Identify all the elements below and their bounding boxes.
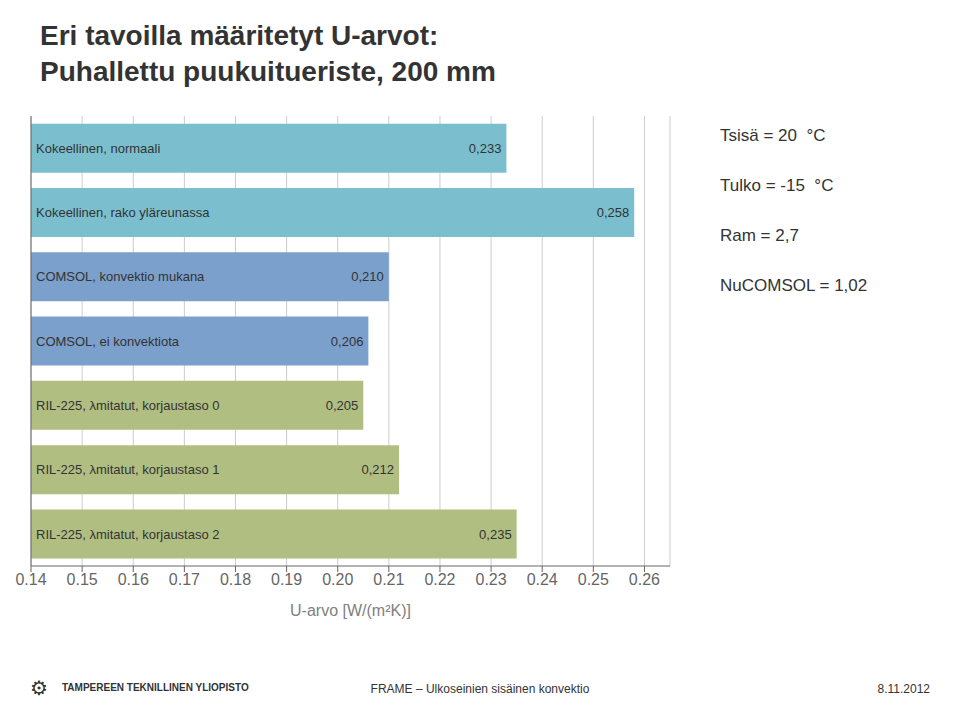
svg-text:Kokeellinen, rako yläreunassa: Kokeellinen, rako yläreunassa <box>36 205 210 220</box>
svg-text:COMSOL, ei konvektiota: COMSOL, ei konvektiota <box>36 334 180 349</box>
svg-text:Kokeellinen, normaali: Kokeellinen, normaali <box>36 141 160 156</box>
html-text:Eri tavoilla määritetyt U-arvo: Eri tavoilla määritetyt U-arvot: <box>40 20 439 51</box>
svg-text:0,206: 0,206 <box>331 334 364 349</box>
svg-text:0.25: 0.25 <box>578 571 609 588</box>
html-text:8.11.2012: 8.11.2012 <box>877 682 930 696</box>
svg-text:0.19: 0.19 <box>271 571 302 588</box>
svg-text:0,233: 0,233 <box>469 141 502 156</box>
svg-text:0,258: 0,258 <box>597 205 630 220</box>
svg-text:0.20: 0.20 <box>322 571 353 588</box>
svg-text:0.23: 0.23 <box>476 571 507 588</box>
svg-text:0,210: 0,210 <box>351 269 384 284</box>
svg-text:0.18: 0.18 <box>220 571 251 588</box>
html-text:Tulko = -15 °C: Tulko = -15 °C <box>720 176 834 195</box>
svg-text:0.26: 0.26 <box>629 571 660 588</box>
svg-text:RIL-225, λmitatut, korjaustaso: RIL-225, λmitatut, korjaustaso 2 <box>36 527 220 542</box>
svg-text:0,235: 0,235 <box>479 527 512 542</box>
svg-text:COMSOL, konvektio mukana: COMSOL, konvektio mukana <box>36 269 205 284</box>
svg-text:0.15: 0.15 <box>67 571 98 588</box>
html-text:TAMPEREEN TEKNILLINEN YLIOPIST: TAMPEREEN TEKNILLINEN YLIOPISTO <box>62 682 249 693</box>
svg-text:0.21: 0.21 <box>373 571 404 588</box>
svg-text:U-arvo [W/(m²K)]: U-arvo [W/(m²K)] <box>290 602 411 619</box>
svg-text:0.17: 0.17 <box>169 571 200 588</box>
svg-text:0.14: 0.14 <box>15 571 46 588</box>
html-text:Puhallettu puukuitueriste, 200: Puhallettu puukuitueriste, 200 mm <box>40 56 496 87</box>
svg-text:0,205: 0,205 <box>326 398 359 413</box>
html-text:FRAME – Ulkoseinien sisäinen k: FRAME – Ulkoseinien sisäinen konvektio <box>370 682 590 696</box>
html-text:NuCOMSOL = 1,02: NuCOMSOL = 1,02 <box>720 276 868 295</box>
svg-text:0,212: 0,212 <box>362 462 395 477</box>
svg-text:0.24: 0.24 <box>527 571 558 588</box>
svg-text:RIL-225, λmitatut, korjaustaso: RIL-225, λmitatut, korjaustaso 1 <box>36 462 220 477</box>
svg-text:RIL-225, λmitatut, korjaustaso: RIL-225, λmitatut, korjaustaso 0 <box>36 398 220 413</box>
html-text:Tsisä = 20 °C: Tsisä = 20 °C <box>720 126 826 145</box>
html-text:Ram = 2,7: Ram = 2,7 <box>720 226 799 245</box>
svg-text:0.22: 0.22 <box>424 571 455 588</box>
svg-text:0.16: 0.16 <box>118 571 149 588</box>
